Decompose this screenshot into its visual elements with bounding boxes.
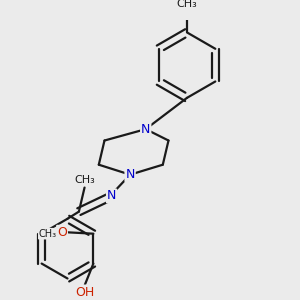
- Text: OH: OH: [75, 286, 94, 298]
- Text: CH₃: CH₃: [74, 175, 95, 185]
- Text: N: N: [125, 168, 135, 181]
- Text: O: O: [57, 226, 67, 239]
- Text: CH₃: CH₃: [177, 0, 197, 9]
- Text: N: N: [141, 123, 150, 136]
- Text: N: N: [107, 190, 116, 202]
- Text: CH₃: CH₃: [39, 229, 57, 239]
